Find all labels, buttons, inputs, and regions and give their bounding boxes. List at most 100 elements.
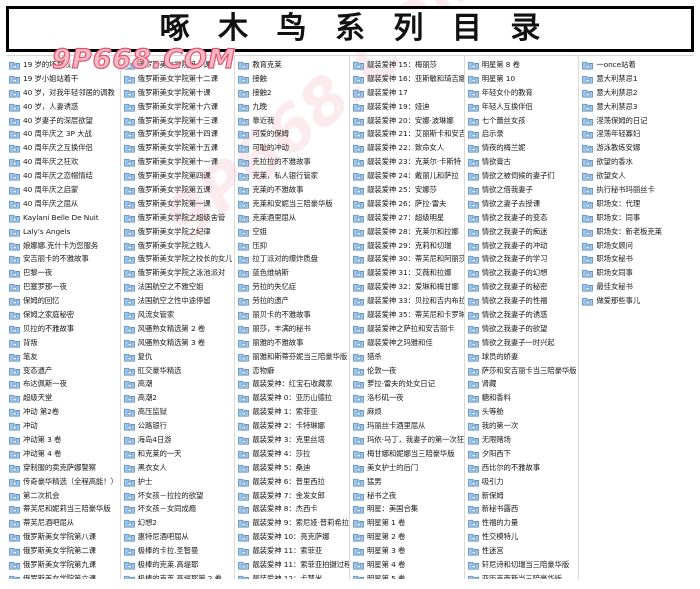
catalog-item[interactable]: 一once站着 — [579, 58, 694, 72]
catalog-item[interactable]: 执行秘书玛丽丝卡 — [579, 183, 694, 197]
catalog-item[interactable]: 安吉丽卡的不雅故事 — [6, 252, 120, 266]
catalog-item[interactable]: 情欲之我妻子的诱惑 — [465, 308, 579, 322]
catalog-item[interactable]: 头等舱 — [465, 405, 579, 419]
catalog-item[interactable]: 40 周年庆之互换伴侣 — [6, 141, 120, 155]
catalog-item[interactable]: 职场女：同事 — [579, 211, 694, 225]
catalog-item[interactable]: 靓装爱神 22：致命女人 — [350, 141, 464, 155]
catalog-item[interactable]: 恋物癖 — [235, 364, 349, 378]
catalog-item[interactable]: 接触2 — [235, 86, 349, 100]
catalog-item[interactable]: 洛杉矶一夜 — [350, 391, 464, 405]
catalog-item[interactable]: 可耻的冲动 — [235, 141, 349, 155]
catalog-item[interactable]: 靓装爱神 4：莎拉 — [235, 447, 349, 461]
catalog-item[interactable]: 情欲之我妻子的变态 — [465, 211, 579, 225]
catalog-item[interactable]: 靓装爱神 21：艾丽斯卡和安吉丽卡 — [350, 127, 464, 141]
catalog-item[interactable]: 靓装爱神 2：卡特琳娜 — [235, 419, 349, 433]
catalog-item[interactable]: 40 岁，人妻诱惑 — [6, 100, 120, 114]
catalog-item[interactable]: 靓装爱神 15：梅丽莎 — [350, 58, 464, 72]
catalog-item[interactable]: 明星第 4 卷 — [350, 558, 464, 572]
catalog-item[interactable]: 靓装爱神 11：索菲亚 — [235, 544, 349, 558]
catalog-item[interactable]: 黑衣女人 — [121, 461, 235, 475]
catalog-item[interactable]: 亚历克西斯当三陪豪华版 — [465, 572, 579, 579]
catalog-item[interactable]: 坏女孩－女同成瘾 — [121, 503, 235, 517]
catalog-item[interactable]: 高潮 — [121, 377, 235, 391]
catalog-item[interactable]: 40 周年庆之狂欢 — [6, 155, 120, 169]
catalog-item[interactable]: 情夜的梅兰妮 — [465, 141, 579, 155]
catalog-item[interactable]: 最佳女秘书 — [579, 280, 694, 294]
catalog-item[interactable]: 40 周年庆之屈从 — [6, 197, 120, 211]
catalog-item[interactable]: 美女护士的后门 — [350, 461, 464, 475]
catalog-item[interactable]: 吸引力 — [465, 475, 579, 489]
catalog-item[interactable]: 靓装爱神 25：安娜莎 — [350, 183, 464, 197]
catalog-item[interactable]: 靓装爱神 10：亮克萨娜 — [235, 530, 349, 544]
catalog-item[interactable]: 丽莎，丰满的秘书 — [235, 322, 349, 336]
catalog-item[interactable]: 七个蕾丝女孩 — [465, 114, 579, 128]
catalog-item[interactable]: 笔友 — [6, 350, 120, 364]
catalog-item[interactable]: 靓装爱神 27：超级明星 — [350, 211, 464, 225]
catalog-item[interactable]: 情欲之借我妻子 — [465, 183, 579, 197]
catalog-item[interactable]: 情欲之我妻子的痴迷 — [465, 225, 579, 239]
catalog-item[interactable]: 巴塞罗那一夜 — [6, 280, 120, 294]
catalog-item[interactable]: 俄罗斯美女学院之泳池派对 — [121, 266, 235, 280]
catalog-item[interactable]: 保姆的回忆 — [6, 294, 120, 308]
catalog-item[interactable]: 俄罗斯美女学院第十课 — [121, 86, 235, 100]
catalog-item[interactable]: 19 岁的坏女孩 — [6, 58, 120, 72]
catalog-item[interactable]: 做爱那些事儿 — [579, 294, 694, 308]
catalog-item[interactable]: 启示录 — [465, 127, 579, 141]
catalog-item[interactable]: 意大利禁忌2 — [579, 86, 694, 100]
catalog-item[interactable]: 靓装爱神 17 — [350, 86, 464, 100]
catalog-item[interactable]: 游泳教练安娜 — [579, 141, 694, 155]
catalog-item[interactable]: 玛依·马丁，我妻子的第一次狂 — [350, 433, 464, 447]
catalog-item[interactable]: 40 周年庆之启蒙 — [6, 183, 120, 197]
catalog-item[interactable]: 性迷宫 — [465, 544, 579, 558]
catalog-item[interactable]: 梅甘娜和妮娜当三陪豪华版 — [350, 447, 464, 461]
catalog-item[interactable]: 海岛4日游 — [121, 433, 235, 447]
catalog-item[interactable]: 靓装爱神 3：克里丝塔 — [235, 433, 349, 447]
catalog-item[interactable]: 靓装爱神 28：克莱尔和拉娜 — [350, 225, 464, 239]
catalog-item[interactable]: 糖和香料 — [465, 391, 579, 405]
catalog-item[interactable]: 情欲之我妻子的幻想 — [465, 266, 579, 280]
catalog-item[interactable]: 肾藏 — [465, 377, 579, 391]
catalog-item[interactable]: 靓装爱神 20：安娜·波琳娜 — [350, 114, 464, 128]
catalog-item[interactable]: 冲动 第2卷 — [6, 405, 120, 419]
catalog-item[interactable]: 变态遗产 — [6, 364, 120, 378]
catalog-item[interactable]: 40 周年庆之 3P 大战 — [6, 127, 120, 141]
catalog-item[interactable]: 40 岁，对我年轻邻居的调教 — [6, 86, 120, 100]
catalog-item[interactable]: 克莱，私人银行管家 — [235, 169, 349, 183]
catalog-item[interactable]: 俄罗斯美女学院第九课 — [6, 558, 120, 572]
catalog-item[interactable]: 淫荡年轻寡妇 — [579, 127, 694, 141]
catalog-item[interactable]: 萝拉·雷夫的处女日记 — [350, 377, 464, 391]
catalog-item[interactable]: 俄罗斯美女学院第六课 — [6, 572, 120, 579]
catalog-item[interactable]: 拉丁派对的爆炸质盘 — [235, 252, 349, 266]
catalog-item[interactable]: 俄罗斯美女学院第十六课 — [121, 100, 235, 114]
catalog-item[interactable]: 情欲之我妻子的学习 — [465, 252, 579, 266]
catalog-item[interactable]: 复仇 — [121, 350, 235, 364]
catalog-item[interactable]: 九晚 — [235, 100, 349, 114]
catalog-item[interactable]: 靓装爱神 11：索菲亚拍摄过程 — [235, 558, 349, 572]
catalog-item[interactable]: 情欲之我妻子的秘密 — [465, 280, 579, 294]
catalog-item[interactable]: 明星第 5 卷 — [350, 572, 464, 579]
catalog-item[interactable]: 秘书之夜 — [350, 489, 464, 503]
catalog-item[interactable]: 空姐 — [235, 225, 349, 239]
catalog-item[interactable]: 猎杀 — [350, 350, 464, 364]
catalog-item[interactable]: 压抑 — [235, 239, 349, 253]
catalog-item[interactable]: 高潮2 — [121, 391, 235, 405]
catalog-item[interactable]: 职场女：新老板克莱 — [579, 225, 694, 239]
catalog-item[interactable]: 蒂芙尼酒吧屈从 — [6, 516, 120, 530]
catalog-item[interactable]: 公路银行 — [121, 419, 235, 433]
catalog-item[interactable]: 极棒的克莱.高堤耶 — [121, 558, 235, 572]
catalog-item[interactable]: 俄罗斯美女学院第十四课 — [121, 127, 235, 141]
catalog-item[interactable]: 职场女顾问 — [579, 239, 694, 253]
catalog-item[interactable]: 娘娜娜.克什卡为您服务 — [6, 239, 120, 253]
catalog-item[interactable]: 蒂芙尼和妮莉当三陪豪华版 — [6, 503, 120, 517]
catalog-item[interactable]: 玛丽丝卡酒里屈从 — [350, 419, 464, 433]
catalog-item[interactable]: 克莱的不雅故事 — [235, 183, 349, 197]
catalog-item[interactable]: 风流女管家 — [121, 308, 235, 322]
catalog-item[interactable]: 猛男 — [350, 475, 464, 489]
catalog-item[interactable]: 第二次机会 — [6, 489, 120, 503]
catalog-item[interactable]: 靓装爱神之玛雅和佳 — [350, 336, 464, 350]
catalog-item[interactable]: 夕阳西下 — [465, 447, 579, 461]
catalog-item[interactable]: 俄罗斯美女学院第十一课 — [121, 155, 235, 169]
catalog-item[interactable]: 幻想2 — [121, 516, 235, 530]
catalog-item[interactable]: 欲望的香水 — [579, 155, 694, 169]
catalog-item[interactable]: 丽贝卡的不雅故事 — [235, 308, 349, 322]
